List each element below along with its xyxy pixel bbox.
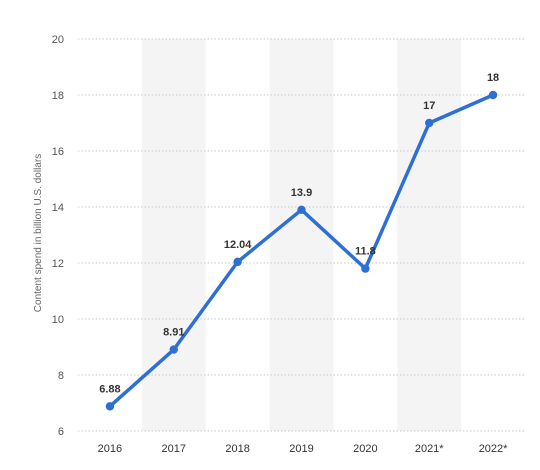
band-1 bbox=[141, 39, 206, 431]
data-point-2017 bbox=[169, 345, 178, 354]
data-point-2022* bbox=[488, 90, 498, 100]
x-tick-label-1: 2017 bbox=[162, 443, 186, 455]
x-tick-label-2: 2018 bbox=[225, 443, 249, 455]
data-point-2021* bbox=[425, 118, 434, 128]
y-tick-label-20: 20 bbox=[52, 34, 64, 46]
data-point-2016 bbox=[105, 402, 115, 411]
y-tick-label-12: 12 bbox=[52, 258, 64, 270]
y-tick-label-14: 14 bbox=[52, 202, 64, 214]
alternating-bands bbox=[141, 39, 462, 431]
band-3 bbox=[269, 39, 334, 431]
y-tick-label-18: 18 bbox=[52, 90, 64, 102]
y-axis-title: Content spend in billion U.S. dollars bbox=[33, 154, 44, 312]
x-tick-label-4: 2020 bbox=[353, 443, 377, 455]
data-labels: 6.88 8.91 12.04 13.9 11.8 17 18 bbox=[99, 72, 499, 395]
y-tick-label-6: 6 bbox=[58, 426, 64, 438]
data-label-2019: 13.9 bbox=[291, 187, 312, 199]
x-tick-label-0: 2016 bbox=[98, 443, 122, 455]
x-tick-label-5: 2021* bbox=[415, 443, 444, 455]
y-tick-label-10: 10 bbox=[52, 314, 64, 326]
band-5 bbox=[397, 39, 462, 431]
data-point-2020 bbox=[361, 264, 370, 273]
series-layer bbox=[105, 90, 498, 411]
y-axis-ticks: 6 8 10 12 14 16 18 20 bbox=[52, 34, 64, 438]
data-label-2020: 11.8 bbox=[355, 246, 376, 258]
data-label-2018: 12.04 bbox=[224, 239, 252, 251]
data-label-2016: 6.88 bbox=[99, 383, 120, 395]
data-point-2018 bbox=[233, 257, 242, 267]
y-tick-label-16: 16 bbox=[52, 146, 64, 158]
gridlines bbox=[78, 38, 525, 432]
x-tick-label-6: 2022* bbox=[479, 443, 508, 455]
x-axis-ticks: 2016 2017 2018 2019 2020 2021* 2022* bbox=[98, 443, 508, 455]
data-label-2022*: 18 bbox=[487, 72, 499, 84]
data-label-2021*: 17 bbox=[423, 100, 435, 112]
data-point-2019 bbox=[297, 205, 306, 214]
y-tick-label-8: 8 bbox=[58, 370, 64, 382]
x-tick-label-3: 2019 bbox=[289, 443, 313, 455]
data-label-2017: 8.91 bbox=[163, 327, 184, 339]
